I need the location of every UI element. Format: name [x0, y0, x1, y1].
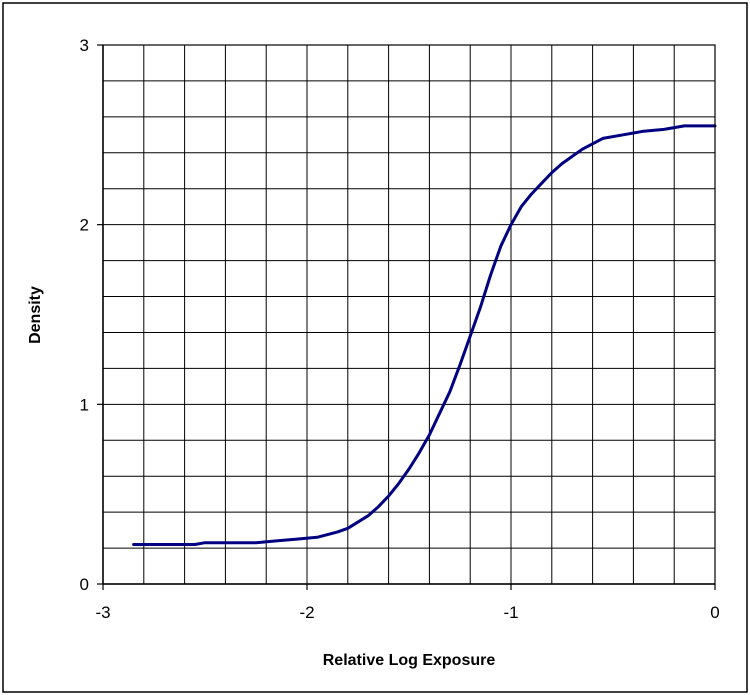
y-tick-label: 0 — [80, 575, 89, 594]
x-tick-label: -2 — [299, 603, 314, 622]
y-axis-title: Density — [27, 286, 44, 344]
grid — [103, 45, 715, 584]
x-tick-label: -3 — [95, 603, 110, 622]
x-tick-label: 0 — [710, 603, 719, 622]
y-tick-label: 1 — [80, 395, 89, 414]
y-tick-labels: 0 1 2 3 — [80, 36, 103, 594]
x-axis-title: Relative Log Exposure — [323, 652, 496, 669]
density-curve — [132, 124, 717, 546]
x-tick-labels: -3 -2 -1 0 — [95, 584, 720, 622]
y-tick-label: 3 — [80, 36, 89, 55]
y-tick-label: 2 — [80, 216, 89, 235]
x-tick-label: -1 — [503, 603, 518, 622]
axes — [102, 44, 716, 585]
